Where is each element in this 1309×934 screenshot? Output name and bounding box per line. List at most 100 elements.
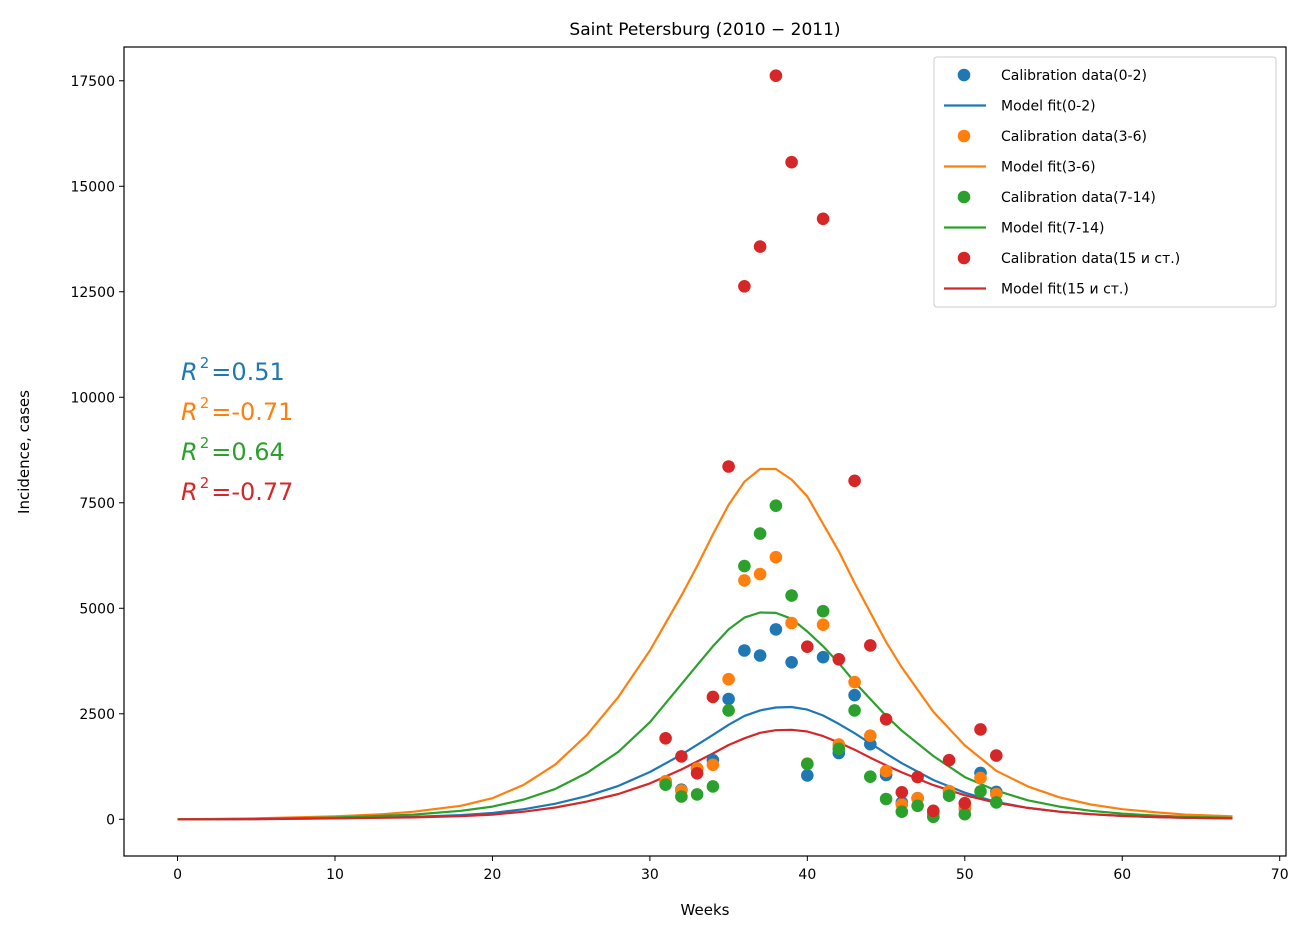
legend-marker <box>957 251 971 265</box>
y-tick-label: 17500 <box>70 74 115 90</box>
data-point <box>753 649 767 662</box>
data-point <box>675 750 688 763</box>
data-point <box>785 589 798 602</box>
x-tick-label: 40 <box>798 867 816 883</box>
data-point <box>848 688 861 702</box>
r2-annotation: R 2=-0.71 <box>181 394 293 426</box>
data-point <box>706 690 720 704</box>
data-point <box>769 499 783 512</box>
data-point <box>974 785 987 798</box>
model-fit-line <box>177 728 1233 821</box>
data-point <box>864 729 877 742</box>
axes-frame <box>123 46 1287 857</box>
data-point <box>801 640 814 653</box>
data-point <box>942 789 956 802</box>
data-point <box>785 155 798 169</box>
x-tick-label: 50 <box>956 867 974 883</box>
data-point <box>801 757 814 771</box>
model-fit-line <box>177 611 1233 821</box>
data-point <box>722 704 735 717</box>
data-point <box>927 804 940 818</box>
x-tick-label: 10 <box>326 867 344 883</box>
data-point <box>722 672 735 686</box>
data-point <box>864 770 877 783</box>
data-point <box>848 474 861 488</box>
data-point <box>911 770 924 784</box>
y-axis-label: Incidence, cases <box>15 390 33 514</box>
legend-label: Model fit(15 и ст.) <box>1001 282 1129 298</box>
chart-title: Saint Petersburg (2010 − 2011) <box>569 20 840 40</box>
data-point <box>958 807 972 821</box>
data-point <box>738 280 751 293</box>
data-point <box>848 675 861 689</box>
r2-annotations: R 2=0.51 R 2=-0.71 R 2=0.64 R 2=-0.77 <box>181 354 293 506</box>
model-fit-line <box>177 467 1233 821</box>
y-tick-label: 7500 <box>79 496 115 512</box>
r2-annotation: R 2=0.51 <box>181 354 285 386</box>
x-tick-label: 30 <box>641 867 659 883</box>
data-point <box>769 69 783 82</box>
x-tick-label: 60 <box>1113 867 1131 883</box>
legend-label: Model fit(0-2) <box>1001 99 1096 115</box>
data-point <box>816 604 830 618</box>
legend-label: Calibration data(0-2) <box>1001 68 1147 84</box>
data-point <box>816 212 830 226</box>
legend-label: Calibration data(7-14) <box>1001 190 1156 206</box>
data-point <box>753 240 767 253</box>
r2-annotation: R 2=-0.77 <box>181 474 293 506</box>
data-point <box>958 796 972 810</box>
x-tick-label: 0 <box>173 867 182 883</box>
data-point <box>801 769 814 782</box>
data-point <box>785 656 798 669</box>
data-point <box>832 653 846 666</box>
data-point <box>769 623 783 636</box>
x-tick-label: 20 <box>484 867 502 883</box>
y-tick-label: 5000 <box>79 601 115 617</box>
data-point <box>738 574 751 587</box>
x-axis-label: Weeks <box>681 901 730 919</box>
legend-marker <box>957 190 971 204</box>
data-point <box>753 567 767 581</box>
y-tick-label: 12500 <box>70 285 115 301</box>
r2-annotation: R 2=0.64 <box>181 434 285 466</box>
y-tick-label: 15000 <box>70 179 115 195</box>
data-point <box>879 713 893 726</box>
data-point <box>974 771 987 785</box>
legend-marker <box>957 129 971 143</box>
data-point <box>675 790 688 803</box>
data-point <box>706 758 720 772</box>
legend-marker <box>957 68 971 82</box>
legend-label: Model fit(7-14) <box>1001 221 1105 237</box>
data-point <box>942 753 956 767</box>
legend: Calibration data(0-2) Model fit(0-2) Calib… <box>933 56 1277 308</box>
legend-label: Calibration data(3-6) <box>1001 129 1147 145</box>
legend-label: Model fit(3-6) <box>1001 160 1096 176</box>
data-point <box>738 644 751 657</box>
x-tick-label: 70 <box>1271 867 1289 883</box>
legend-box <box>933 56 1277 308</box>
data-point <box>785 616 798 630</box>
legend-label: Calibration data(15 и ст.) <box>1001 251 1180 267</box>
data-point <box>974 723 987 736</box>
data-point <box>816 650 830 664</box>
data-point <box>879 764 893 778</box>
plot-area <box>177 69 1233 824</box>
data-point <box>690 788 704 801</box>
axis-ticks: 0 10 20 30 40 50 60 70 0 2500 5000 7500 10000 12500 15… <box>70 74 1288 883</box>
data-point <box>722 460 735 473</box>
data-point <box>753 527 767 540</box>
data-point <box>769 550 783 564</box>
data-point <box>848 704 861 717</box>
data-point <box>659 778 672 791</box>
data-point <box>911 799 924 813</box>
data-point <box>659 732 672 745</box>
y-tick-label: 2500 <box>79 707 115 723</box>
data-point <box>990 796 1003 809</box>
data-point <box>895 805 909 818</box>
data-point <box>706 780 720 793</box>
data-point <box>738 559 751 573</box>
data-point <box>816 618 830 631</box>
y-tick-label: 10000 <box>70 390 115 406</box>
data-point <box>895 786 909 799</box>
